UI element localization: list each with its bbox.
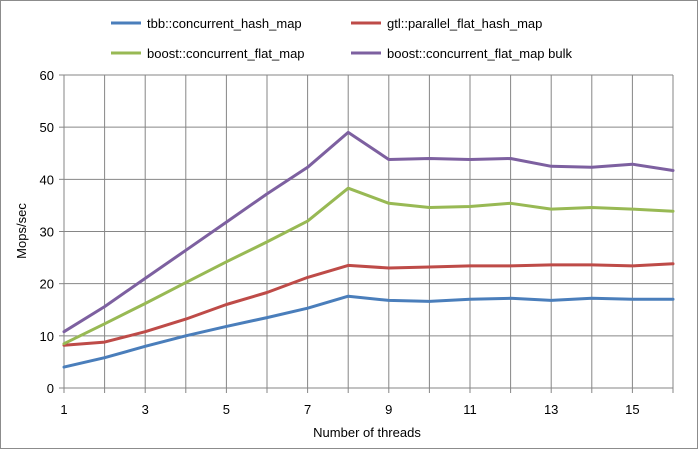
- y-tick-label: 50: [40, 120, 54, 135]
- y-axis-title: Mops/sec: [14, 203, 29, 259]
- series-line-3: [62, 186, 675, 346]
- legend-label: boost::concurrent_flat_map bulk: [387, 46, 572, 61]
- series-line-2: [62, 262, 675, 347]
- x-tick-label: 7: [304, 402, 311, 417]
- x-tick-label: 5: [223, 402, 230, 417]
- y-tick-label: 60: [40, 68, 54, 83]
- axes: [59, 74, 674, 393]
- y-tick-label: 20: [40, 277, 54, 292]
- x-tick-label: 1: [60, 402, 67, 417]
- x-tick-label: 15: [625, 402, 639, 417]
- legend: tbb::concurrent_hash_map gtl::parallel_fl…: [111, 16, 572, 61]
- series-line-1: [62, 294, 675, 369]
- x-tick-label: 13: [544, 402, 558, 417]
- y-tick-label: 30: [40, 225, 54, 240]
- legend-label: boost::concurrent_flat_map: [147, 46, 305, 61]
- y-tick-label: 10: [40, 329, 54, 344]
- grid: [64, 74, 674, 388]
- legend-item: tbb::concurrent_hash_map: [111, 16, 302, 31]
- legend-item: boost::concurrent_flat_map: [111, 46, 305, 61]
- legend-label: gtl::parallel_flat_hash_map: [387, 16, 542, 31]
- legend-item: boost::concurrent_flat_map bulk: [351, 46, 572, 61]
- y-tick-label: 40: [40, 172, 54, 187]
- legend-label: tbb::concurrent_hash_map: [147, 16, 302, 31]
- x-tick-label: 11: [463, 402, 477, 417]
- x-tick-label: 3: [142, 402, 149, 417]
- y-tick-label: 0: [47, 381, 54, 396]
- series-line-4: [62, 130, 675, 334]
- series-lines: [62, 130, 675, 369]
- legend-item: gtl::parallel_flat_hash_map: [351, 16, 542, 31]
- x-axis-title: Number of threads: [313, 425, 421, 440]
- x-tick-label: 9: [385, 402, 392, 417]
